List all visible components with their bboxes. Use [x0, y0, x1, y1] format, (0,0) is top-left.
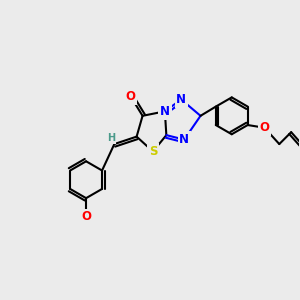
Text: O: O	[81, 210, 91, 224]
Text: N: N	[179, 133, 189, 146]
Text: N: N	[160, 105, 170, 118]
Text: N: N	[176, 93, 186, 106]
Text: S: S	[149, 145, 157, 158]
Text: H: H	[107, 133, 115, 142]
Text: O: O	[126, 90, 136, 103]
Text: O: O	[260, 121, 269, 134]
